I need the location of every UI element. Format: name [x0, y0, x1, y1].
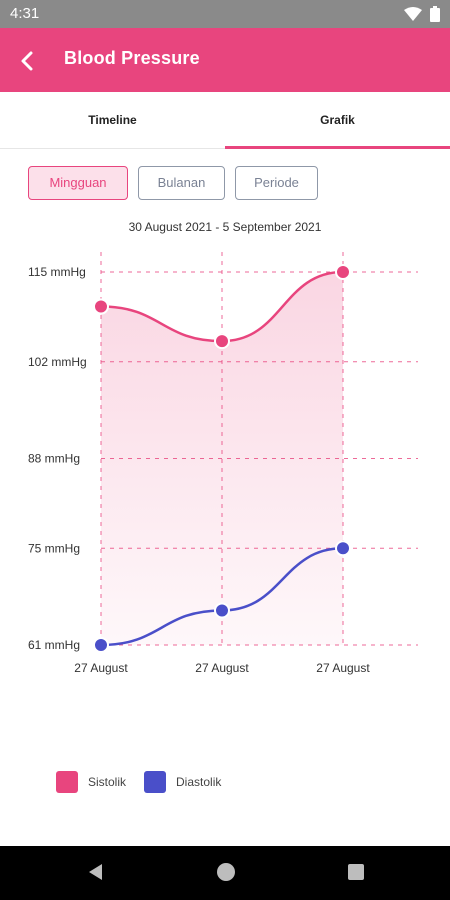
tab-grafik[interactable]: Grafik: [320, 113, 355, 127]
x-tick-label: 27 August: [316, 661, 370, 675]
x-tick-label: 27 August: [74, 661, 128, 675]
app-bar: Blood Pressure: [0, 28, 450, 92]
y-tick-label: 61 mmHg: [28, 638, 80, 652]
system-navigation-bar: [0, 846, 450, 900]
x-tick-label: 27 August: [195, 661, 249, 675]
wifi-icon: [404, 7, 422, 21]
battery-icon: [430, 6, 440, 22]
y-tick-label: 102 mmHg: [28, 355, 87, 369]
data-point-diastolik: [214, 602, 230, 619]
chart-legend: Sistolik Diastolik: [56, 771, 239, 793]
legend-swatch-sistolik: [56, 771, 78, 793]
period-button-periode[interactable]: Periode: [235, 166, 318, 200]
series-area-sistolik: [101, 272, 343, 645]
nav-recents-icon[interactable]: [346, 862, 366, 882]
active-tab-indicator: [225, 146, 450, 149]
nav-home-icon[interactable]: [216, 862, 236, 882]
data-point-sistolik: [335, 264, 351, 280]
y-tick-label: 75 mmHg: [28, 541, 80, 555]
back-arrow-icon[interactable]: [14, 48, 40, 74]
blood-pressure-chart: 115 mmHg 102 mmHg 88 mmHg 75 mmHg 61 mmHg 27 …: [28, 252, 418, 675]
tab-timeline[interactable]: Timeline: [88, 113, 137, 127]
legend-label-sistolik: Sistolik: [88, 775, 127, 789]
legend-swatch-diastolik: [144, 771, 167, 793]
status-time: 4:31: [10, 5, 40, 22]
period-button-mingguan[interactable]: Mingguan: [28, 166, 128, 200]
y-tick-label: 88 mmHg: [28, 452, 80, 466]
data-point-diastolik: [335, 540, 351, 557]
status-icons: [404, 5, 440, 23]
date-range-label: 30 August 2021 - 5 September 2021: [128, 220, 322, 234]
y-tick-label: 115 mmHg: [28, 265, 86, 279]
legend-label-diastolik: Diastolik: [176, 775, 222, 789]
period-button-bulanan[interactable]: Bulanan: [138, 166, 225, 200]
data-point-sistolik: [214, 333, 230, 350]
legend-item-sistolik: Sistolik: [56, 771, 126, 793]
legend-item-diastolik: Diastolik: [144, 771, 221, 793]
data-point-diastolik: [93, 637, 109, 653]
page-title: Blood Pressure: [64, 48, 200, 68]
data-point-sistolik: [93, 298, 109, 315]
tab-bar: Timeline Grafik: [0, 92, 450, 149]
status-bar: 4:31: [0, 0, 450, 28]
nav-back-icon[interactable]: [86, 862, 106, 882]
